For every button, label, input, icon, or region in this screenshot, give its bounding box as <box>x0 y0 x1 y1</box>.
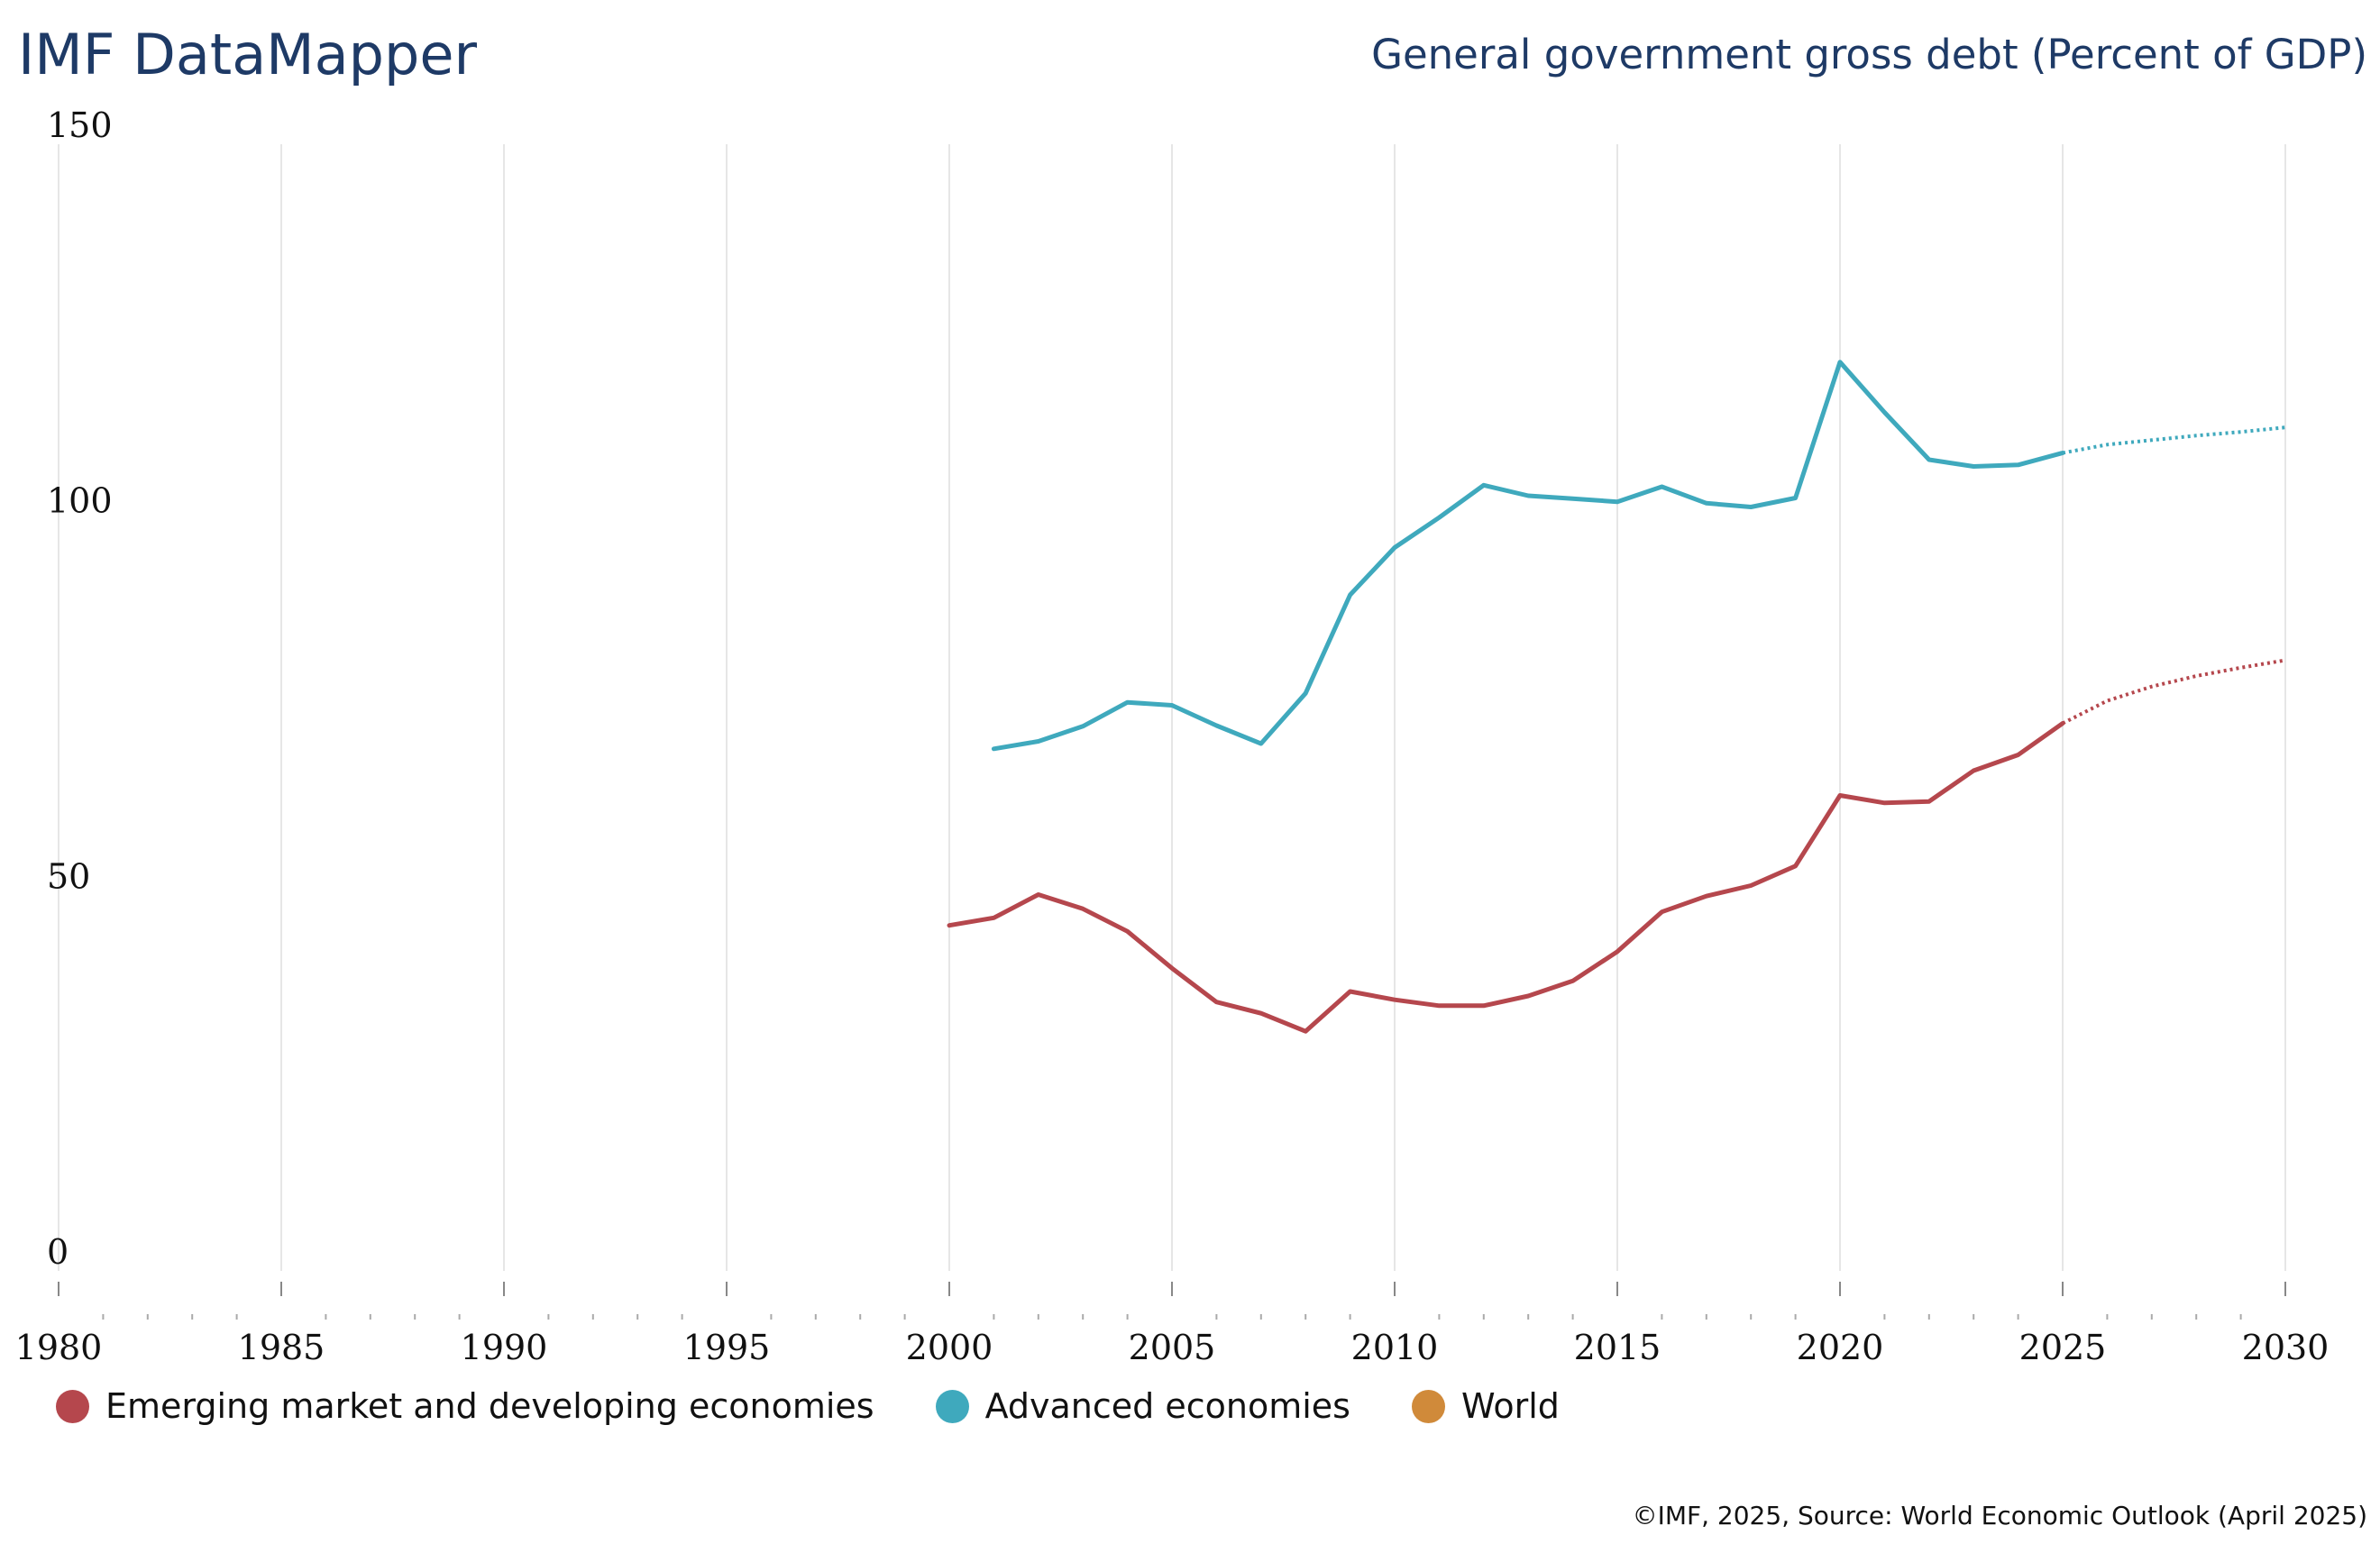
series-projection-1[interactable] <box>2062 425 2286 455</box>
chart-title: General government gross debt (Percent o… <box>1371 31 2367 78</box>
brand-title: IMF DataMapper <box>18 22 478 87</box>
x-tick-label-1985: 1985 <box>238 1328 325 1367</box>
legend-item-advanced[interactable]: Advanced economies <box>935 1386 1350 1426</box>
x-tick-label-2030: 2030 <box>2242 1328 2330 1367</box>
x-tick-label-2010: 2010 <box>1351 1328 1439 1367</box>
x-tick-label-1980: 1980 <box>15 1328 103 1367</box>
legend-dot-advanced <box>935 1389 969 1423</box>
series-line-1[interactable] <box>991 360 2065 752</box>
y-tick-label-0: 0 <box>47 1232 69 1272</box>
series-projection-0[interactable] <box>2062 658 2286 726</box>
legend-label-advanced: Advanced economies <box>984 1386 1350 1426</box>
x-tick-label-2020: 2020 <box>1797 1328 1884 1367</box>
legend-label-emerging: Emerging market and developing economies <box>105 1386 874 1426</box>
legend-dot-emerging <box>56 1389 89 1423</box>
legend-item-emerging[interactable]: Emerging market and developing economies <box>56 1386 874 1426</box>
x-tick-label-1995: 1995 <box>683 1328 771 1367</box>
legend-label-world: World <box>1460 1386 1560 1426</box>
y-tick-label-150: 150 <box>47 105 113 145</box>
legend: Emerging market and developing economies… <box>56 1386 1621 1426</box>
x-tick-label-1990: 1990 <box>461 1328 548 1367</box>
series-lines <box>947 360 2286 1034</box>
legend-item-world[interactable]: World <box>1411 1386 1560 1426</box>
series-line-0[interactable] <box>947 721 2065 1034</box>
x-tick-label-2015: 2015 <box>1574 1328 1661 1367</box>
x-tick-label-2005: 2005 <box>1129 1328 1216 1367</box>
x-tick-label-2000: 2000 <box>906 1328 993 1367</box>
y-axis: 0 50 100 150 <box>47 105 113 1272</box>
y-tick-label-100: 100 <box>47 481 113 521</box>
legend-dot-world <box>1411 1389 1445 1423</box>
x-tick-label-2025: 2025 <box>2019 1328 2107 1367</box>
x-axis: 1980 1985 1990 1995 2000 2005 2010 2015 2020 2025… <box>15 1282 2330 1367</box>
y-tick-label-50: 50 <box>47 856 90 896</box>
source-note: ©IMF, 2025, Source: World Economic Outlo… <box>1632 1501 2367 1530</box>
grid-lines <box>58 144 2286 1271</box>
